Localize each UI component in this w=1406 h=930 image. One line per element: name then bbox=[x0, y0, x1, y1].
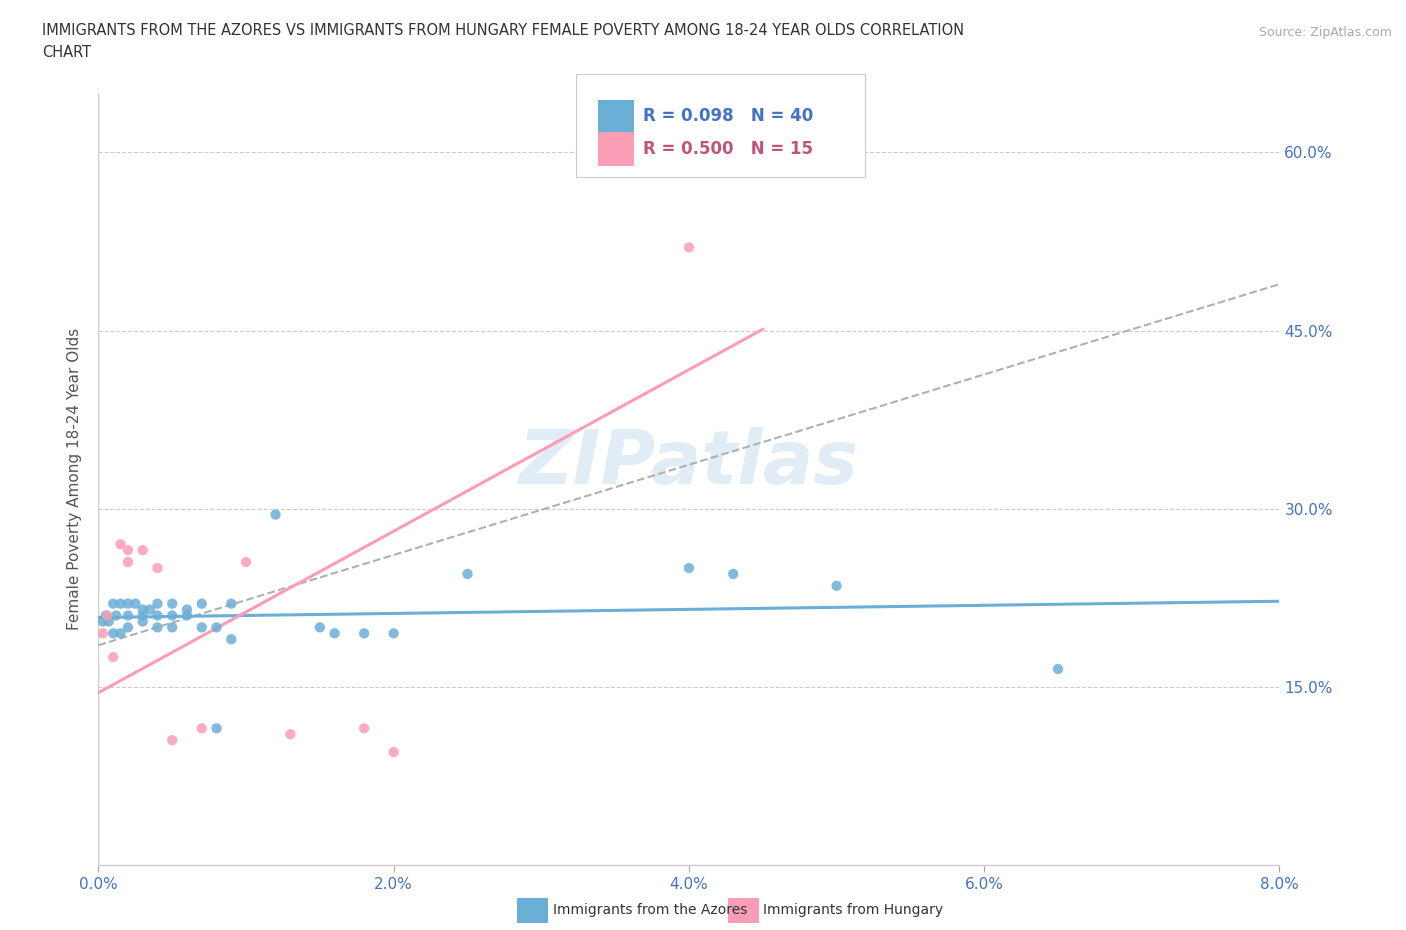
Point bbox=[110, 537, 132, 551]
Point bbox=[139, 602, 162, 617]
Point bbox=[97, 614, 120, 629]
Point bbox=[191, 721, 214, 736]
Point bbox=[132, 602, 155, 617]
Point bbox=[162, 620, 183, 635]
Text: Source: ZipAtlas.com: Source: ZipAtlas.com bbox=[1258, 26, 1392, 39]
Point bbox=[382, 745, 405, 760]
Point bbox=[124, 596, 146, 611]
Point bbox=[146, 620, 169, 635]
Point bbox=[235, 554, 257, 569]
Point bbox=[323, 626, 346, 641]
Point bbox=[264, 507, 287, 522]
Point bbox=[117, 608, 139, 623]
Point bbox=[103, 596, 125, 611]
Point bbox=[162, 608, 183, 623]
Point bbox=[110, 596, 132, 611]
Point bbox=[132, 614, 155, 629]
Point bbox=[221, 596, 243, 611]
Point bbox=[96, 608, 118, 623]
Point bbox=[132, 543, 155, 558]
Point bbox=[309, 620, 332, 635]
Point bbox=[146, 561, 169, 576]
Text: R = 0.500   N = 15: R = 0.500 N = 15 bbox=[643, 140, 813, 158]
Point bbox=[382, 626, 405, 641]
Text: IMMIGRANTS FROM THE AZORES VS IMMIGRANTS FROM HUNGARY FEMALE POVERTY AMONG 18-24: IMMIGRANTS FROM THE AZORES VS IMMIGRANTS… bbox=[42, 23, 965, 38]
Point bbox=[723, 566, 745, 581]
Point bbox=[280, 727, 302, 742]
Point bbox=[176, 608, 198, 623]
Point bbox=[191, 596, 214, 611]
Point bbox=[103, 650, 125, 665]
Point bbox=[110, 626, 132, 641]
Point bbox=[678, 561, 700, 576]
Point bbox=[91, 614, 114, 629]
Point bbox=[191, 620, 214, 635]
Text: CHART: CHART bbox=[42, 45, 91, 60]
Point bbox=[457, 566, 479, 581]
Point bbox=[205, 721, 228, 736]
Point bbox=[353, 721, 375, 736]
Point bbox=[353, 626, 375, 641]
Point bbox=[105, 608, 128, 623]
Text: R = 0.098   N = 40: R = 0.098 N = 40 bbox=[643, 107, 813, 126]
Point bbox=[91, 626, 114, 641]
Point bbox=[117, 543, 139, 558]
Point bbox=[1046, 661, 1070, 676]
Point bbox=[176, 602, 198, 617]
Text: Immigrants from the Azores: Immigrants from the Azores bbox=[553, 902, 747, 917]
Text: ZIPatlas: ZIPatlas bbox=[519, 427, 859, 500]
Point bbox=[678, 240, 700, 255]
Point bbox=[146, 608, 169, 623]
Text: Immigrants from Hungary: Immigrants from Hungary bbox=[763, 902, 943, 917]
Point bbox=[103, 626, 125, 641]
Point bbox=[117, 596, 139, 611]
Point bbox=[162, 733, 183, 748]
Point bbox=[146, 596, 169, 611]
Point bbox=[94, 608, 117, 623]
Point bbox=[825, 578, 848, 593]
Point bbox=[162, 596, 183, 611]
Point bbox=[117, 554, 139, 569]
Point bbox=[117, 620, 139, 635]
Point bbox=[221, 631, 243, 646]
Point bbox=[205, 620, 228, 635]
Point bbox=[132, 608, 155, 623]
Y-axis label: Female Poverty Among 18-24 Year Olds: Female Poverty Among 18-24 Year Olds bbox=[67, 328, 83, 631]
